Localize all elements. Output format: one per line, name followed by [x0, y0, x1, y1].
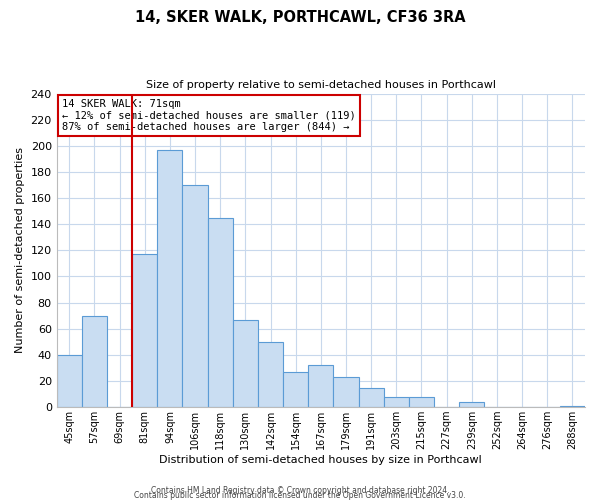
Bar [359, 388, 384, 407]
Bar [283, 372, 308, 407]
Text: Contains HM Land Registry data © Crown copyright and database right 2024.: Contains HM Land Registry data © Crown c… [151, 486, 449, 495]
Bar [82, 316, 107, 407]
Text: 14 SKER WALK: 71sqm
← 12% of semi-detached houses are smaller (119)
87% of semi-: 14 SKER WALK: 71sqm ← 12% of semi-detach… [62, 99, 356, 132]
Bar [258, 342, 283, 407]
Bar [233, 320, 258, 407]
X-axis label: Distribution of semi-detached houses by size in Porthcawl: Distribution of semi-detached houses by … [160, 455, 482, 465]
Text: 14, SKER WALK, PORTHCAWL, CF36 3RA: 14, SKER WALK, PORTHCAWL, CF36 3RA [134, 10, 466, 25]
Bar [560, 406, 585, 407]
Bar [384, 396, 409, 407]
Text: Contains public sector information licensed under the Open Government Licence v3: Contains public sector information licen… [134, 491, 466, 500]
Title: Size of property relative to semi-detached houses in Porthcawl: Size of property relative to semi-detach… [146, 80, 496, 90]
Bar [334, 377, 359, 407]
Bar [409, 396, 434, 407]
Bar [208, 218, 233, 407]
Bar [157, 150, 182, 407]
Bar [308, 366, 334, 407]
Y-axis label: Number of semi-detached properties: Number of semi-detached properties [15, 148, 25, 354]
Bar [132, 254, 157, 407]
Bar [56, 355, 82, 407]
Bar [459, 402, 484, 407]
Bar [182, 185, 208, 407]
